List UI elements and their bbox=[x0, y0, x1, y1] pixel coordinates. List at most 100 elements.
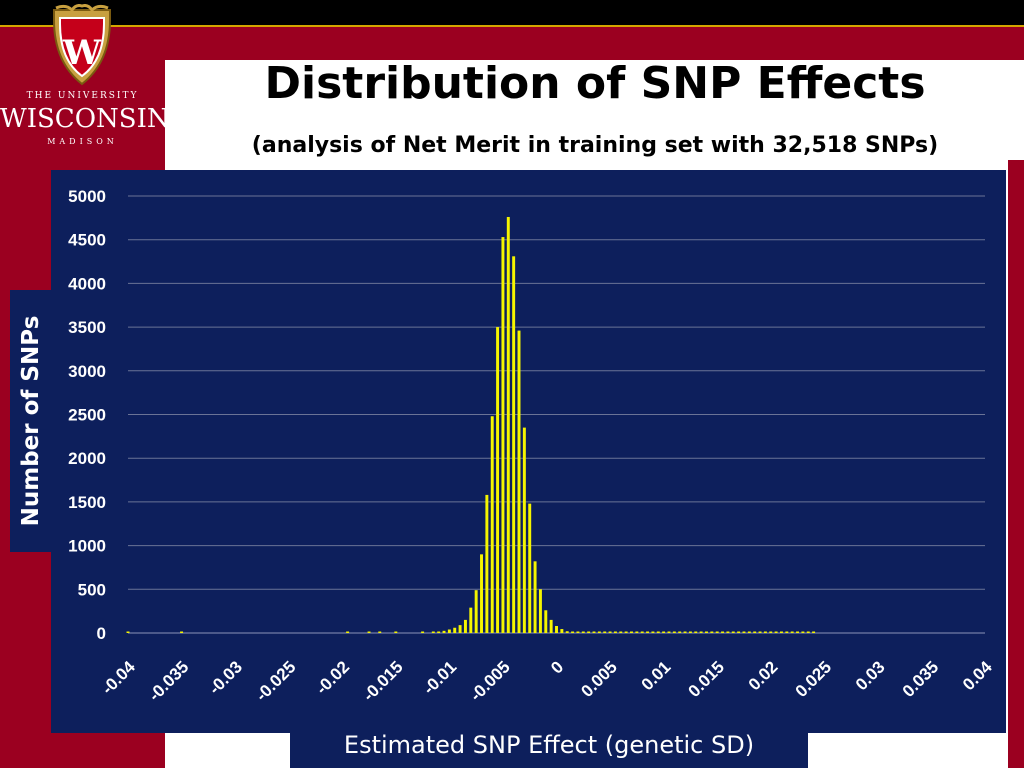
x-tick-label: -0.04 bbox=[98, 657, 139, 698]
svg-text:W: W bbox=[62, 33, 102, 73]
histogram-bar bbox=[538, 589, 542, 633]
histogram-bar bbox=[742, 631, 746, 633]
histogram-bar bbox=[688, 631, 692, 633]
histogram-bar bbox=[683, 631, 687, 633]
histogram-bar bbox=[571, 631, 575, 633]
top-bar bbox=[0, 0, 1024, 25]
histogram-bar bbox=[180, 631, 184, 633]
x-tick-label: 0.015 bbox=[684, 657, 728, 701]
x-axis-label: Estimated SNP Effect (genetic SD) bbox=[343, 731, 755, 759]
y-tick-labels: 0 500 1000 1500 2000 2500 3000 3500 4000 4500 5000 bbox=[68, 187, 106, 643]
histogram-bar bbox=[458, 625, 462, 633]
histogram-bar bbox=[592, 631, 596, 633]
histogram-bar bbox=[367, 631, 371, 633]
histogram-bar bbox=[378, 631, 382, 633]
x-tick-label: -0.02 bbox=[312, 657, 353, 698]
histogram-bar bbox=[646, 631, 650, 633]
histogram-bar bbox=[785, 631, 789, 633]
histogram-bar bbox=[774, 631, 778, 633]
histogram-bar bbox=[737, 631, 741, 633]
histogram-bar bbox=[576, 631, 580, 633]
histogram-bar bbox=[624, 631, 628, 633]
y-tick-label: 500 bbox=[78, 580, 106, 599]
y-tick-label: 3500 bbox=[68, 318, 106, 337]
histogram-bar bbox=[715, 631, 719, 633]
x-tick-label: 0 bbox=[547, 657, 567, 677]
x-tick-label: 0.01 bbox=[638, 657, 675, 694]
histogram-bar bbox=[608, 631, 612, 633]
histogram-bar bbox=[656, 631, 660, 633]
gridlines bbox=[128, 195, 985, 634]
histogram-bar bbox=[613, 631, 617, 633]
slide-subtitle: (analysis of Net Merit in training set w… bbox=[251, 133, 939, 158]
right-red-strip bbox=[1008, 160, 1024, 768]
histogram-bar bbox=[506, 216, 510, 633]
histogram-bar bbox=[581, 631, 585, 633]
chart-panel bbox=[51, 170, 1006, 733]
slide-title: Distribution of SNP Effects bbox=[264, 58, 926, 109]
histogram-bar bbox=[796, 631, 800, 633]
histogram-bar bbox=[447, 629, 451, 633]
x-axis-label-box bbox=[290, 728, 808, 768]
y-tick-label: 0 bbox=[97, 624, 106, 643]
histogram-bar bbox=[769, 631, 773, 633]
histogram-bar bbox=[635, 631, 639, 633]
histogram-bar bbox=[496, 327, 500, 633]
histogram-bar bbox=[126, 631, 130, 633]
histogram-bar bbox=[560, 629, 564, 633]
histogram-bar bbox=[603, 631, 607, 633]
y-tick-label: 3000 bbox=[68, 362, 106, 381]
histogram-bar bbox=[512, 256, 516, 633]
histogram-bar bbox=[394, 631, 398, 633]
university-campus: MADISON bbox=[47, 137, 118, 146]
y-tick-label: 2000 bbox=[68, 449, 106, 468]
histogram-bar bbox=[619, 631, 623, 633]
histogram-bar bbox=[528, 503, 532, 633]
x-tick-labels: -0.04 -0.035 -0.03 -0.025 -0.02 -0.015 -0.01 -0… bbox=[98, 657, 996, 705]
x-tick-label: 0.04 bbox=[959, 657, 996, 694]
histogram-bar bbox=[710, 631, 714, 633]
histogram-bar bbox=[779, 631, 783, 633]
x-tick-label: -0.015 bbox=[359, 657, 407, 705]
histogram-bar bbox=[667, 631, 671, 633]
x-tick-label: 0.035 bbox=[899, 657, 943, 701]
histogram-bar bbox=[490, 416, 494, 633]
histogram-bar bbox=[630, 631, 633, 633]
x-tick-label: -0.035 bbox=[145, 657, 193, 705]
histogram-bar bbox=[662, 631, 666, 633]
histogram-bar bbox=[747, 631, 751, 633]
histogram-bar bbox=[421, 631, 425, 633]
histogram-bar bbox=[806, 631, 810, 633]
histogram-bar bbox=[501, 237, 505, 633]
histogram-bar bbox=[790, 631, 794, 633]
histogram-bar bbox=[442, 630, 446, 633]
top-red-band bbox=[0, 27, 1024, 60]
histogram-bar bbox=[801, 631, 805, 633]
histogram-bar bbox=[544, 610, 548, 633]
university-crest-icon: W bbox=[53, 4, 111, 86]
x-tick-label: 0.005 bbox=[577, 657, 621, 701]
x-tick-label: -0.03 bbox=[205, 657, 246, 698]
y-tick-label: 2500 bbox=[68, 406, 106, 425]
histogram-bar bbox=[522, 427, 526, 633]
histogram-bar bbox=[517, 330, 521, 633]
histogram-bar bbox=[469, 607, 473, 633]
histogram-bar bbox=[753, 631, 757, 633]
histogram-bar bbox=[474, 590, 478, 633]
histogram-bar bbox=[678, 631, 682, 633]
x-tick-label: 0.025 bbox=[792, 657, 836, 701]
y-tick-label: 1500 bbox=[68, 493, 106, 512]
histogram-bar bbox=[565, 631, 569, 633]
x-tick-label: -0.025 bbox=[252, 657, 300, 705]
x-tick-label: 0.03 bbox=[852, 657, 889, 694]
y-tick-label: 4000 bbox=[68, 274, 106, 293]
histogram-bar bbox=[549, 619, 553, 633]
x-tick-label: -0.01 bbox=[419, 657, 460, 698]
histogram-bar bbox=[480, 554, 483, 633]
histogram-bar bbox=[758, 631, 762, 633]
university-name: WISCONSIN bbox=[0, 104, 170, 134]
histogram-bar bbox=[346, 631, 350, 633]
histogram-bar bbox=[726, 631, 730, 633]
histogram-bar bbox=[463, 619, 467, 633]
